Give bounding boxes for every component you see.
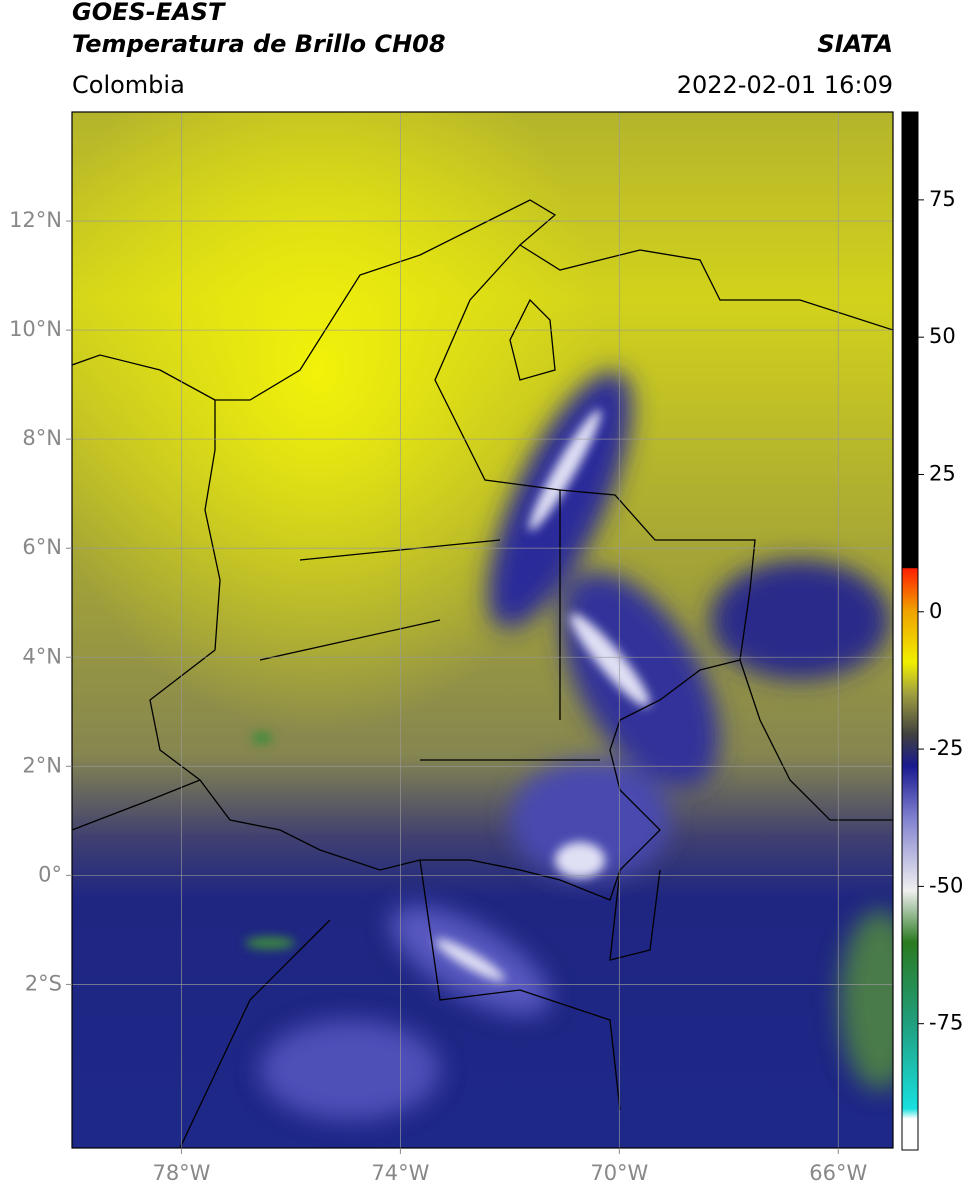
colorbar-tick-label: -50: [929, 873, 963, 897]
y-tick-label: 0°: [38, 862, 62, 886]
satellite: GOES-EAST: [72, 0, 226, 26]
y-tick-label: 2°N: [22, 753, 62, 777]
x-tick-label: 74°W: [371, 1161, 429, 1185]
colorbar-tick-label: -75: [929, 1011, 963, 1035]
colorbar-tick-label: 0: [929, 599, 942, 623]
source: SIATA: [817, 30, 893, 58]
x-tick-label: 66°W: [809, 1161, 867, 1185]
colorbar: [901, 111, 919, 1151]
x-tick-label: 78°W: [152, 1161, 210, 1185]
datetime: 2022-02-01 16:09: [677, 71, 893, 99]
product: Temperatura de Brillo CH08: [72, 30, 446, 58]
region: Colombia: [72, 71, 185, 99]
y-tick-label: 2°S: [25, 971, 62, 995]
colorbar-tick-label: 25: [929, 461, 956, 485]
colorbar-tick-label: 50: [929, 324, 956, 348]
satellite-image: [72, 112, 893, 1148]
colorbar-tick-label: 75: [929, 187, 956, 211]
x-tick-label: 70°W: [590, 1161, 648, 1185]
y-tick-label: 10°N: [9, 317, 62, 341]
colorbar-tick-label: -25: [929, 736, 963, 760]
y-tick-label: 4°N: [22, 644, 62, 668]
y-tick-label: 6°N: [22, 535, 62, 559]
y-tick-label: 8°N: [22, 426, 62, 450]
y-tick-label: 12°N: [9, 208, 62, 232]
map-frame: [71, 111, 894, 1149]
